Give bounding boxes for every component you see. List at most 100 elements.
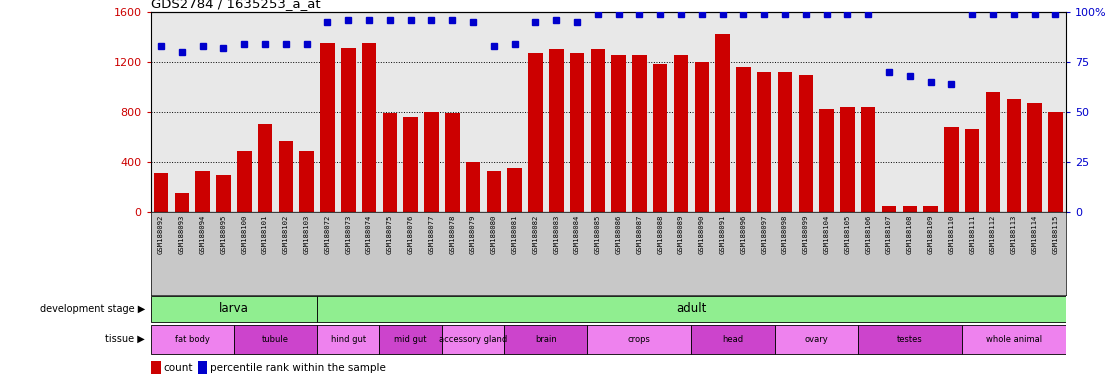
Bar <box>1048 112 1062 212</box>
Bar <box>320 43 335 212</box>
Text: GSM188072: GSM188072 <box>325 214 330 254</box>
Text: GSM188092: GSM188092 <box>158 214 164 254</box>
Text: GSM188087: GSM188087 <box>636 214 643 254</box>
Text: GSM188111: GSM188111 <box>969 214 975 254</box>
Bar <box>258 124 272 212</box>
Text: hind gut: hind gut <box>330 335 366 344</box>
Bar <box>504 324 587 354</box>
Bar <box>234 324 317 354</box>
Text: crops: crops <box>628 335 651 344</box>
Bar <box>317 324 379 354</box>
Text: GSM188115: GSM188115 <box>1052 214 1058 254</box>
Bar <box>445 113 460 212</box>
Text: larva: larva <box>219 303 249 315</box>
Bar <box>151 324 234 354</box>
Bar <box>299 151 314 212</box>
Text: tubule: tubule <box>262 335 289 344</box>
Text: GSM188089: GSM188089 <box>679 214 684 254</box>
Bar <box>528 53 542 212</box>
Bar <box>154 173 169 212</box>
Text: GSM188101: GSM188101 <box>262 214 268 254</box>
Text: GSM188074: GSM188074 <box>366 214 372 254</box>
Text: whole animal: whole animal <box>985 335 1042 344</box>
Bar <box>279 141 294 212</box>
Bar <box>317 296 1066 322</box>
Text: GSM188082: GSM188082 <box>532 214 538 254</box>
Bar <box>944 127 959 212</box>
Text: head: head <box>722 335 743 344</box>
Text: GSM188097: GSM188097 <box>761 214 767 254</box>
Bar <box>757 72 771 212</box>
Text: GSM188075: GSM188075 <box>387 214 393 254</box>
Text: ovary: ovary <box>805 335 828 344</box>
Bar <box>1007 99 1021 212</box>
Bar <box>694 61 709 212</box>
Text: GSM188078: GSM188078 <box>450 214 455 254</box>
Bar <box>383 113 397 212</box>
Text: GSM188104: GSM188104 <box>824 214 829 254</box>
Text: GSM188084: GSM188084 <box>574 214 580 254</box>
Text: mid gut: mid gut <box>394 335 427 344</box>
Text: GSM188095: GSM188095 <box>221 214 227 254</box>
Bar <box>840 107 855 212</box>
Text: tissue ▶: tissue ▶ <box>105 334 145 344</box>
Bar <box>985 92 1000 212</box>
Bar <box>151 296 317 322</box>
Text: GSM188112: GSM188112 <box>990 214 995 254</box>
Text: GSM188080: GSM188080 <box>491 214 497 254</box>
Bar <box>903 206 917 212</box>
Text: GSM188099: GSM188099 <box>802 214 809 254</box>
Text: accessory gland: accessory gland <box>439 335 507 344</box>
Bar <box>508 168 522 212</box>
Bar <box>923 206 937 212</box>
Text: GSM188085: GSM188085 <box>595 214 600 254</box>
Bar <box>778 72 792 212</box>
Text: GSM188110: GSM188110 <box>949 214 954 254</box>
Bar <box>379 324 442 354</box>
Bar <box>198 361 208 374</box>
Text: GSM188102: GSM188102 <box>282 214 289 254</box>
Bar <box>1028 103 1042 212</box>
Bar <box>860 107 875 212</box>
Bar <box>858 324 962 354</box>
Text: fat body: fat body <box>175 335 210 344</box>
Bar <box>152 361 161 374</box>
Text: GSM188109: GSM188109 <box>927 214 934 254</box>
Bar <box>217 175 231 212</box>
Bar <box>549 49 564 212</box>
Bar <box>653 64 667 212</box>
Text: GSM188091: GSM188091 <box>720 214 725 254</box>
Bar <box>362 43 376 212</box>
Bar <box>590 49 605 212</box>
Bar <box>965 129 980 212</box>
Bar <box>799 75 814 212</box>
Text: GSM188083: GSM188083 <box>554 214 559 254</box>
Text: GDS2784 / 1635253_a_at: GDS2784 / 1635253_a_at <box>151 0 320 10</box>
Text: count: count <box>164 362 193 373</box>
Text: brain: brain <box>535 335 557 344</box>
Text: GSM188081: GSM188081 <box>511 214 518 254</box>
Bar <box>487 170 501 212</box>
Bar <box>341 48 356 212</box>
Bar <box>692 324 775 354</box>
Bar <box>819 109 834 212</box>
Text: GSM188100: GSM188100 <box>241 214 248 254</box>
Bar <box>195 170 210 212</box>
Bar <box>882 206 896 212</box>
Text: GSM188090: GSM188090 <box>699 214 705 254</box>
Text: GSM188106: GSM188106 <box>865 214 872 254</box>
Bar <box>612 55 626 212</box>
Text: GSM188114: GSM188114 <box>1031 214 1038 254</box>
Text: GSM188077: GSM188077 <box>429 214 434 254</box>
Text: GSM188079: GSM188079 <box>470 214 477 254</box>
Text: development stage ▶: development stage ▶ <box>40 304 145 314</box>
Text: GSM188073: GSM188073 <box>345 214 352 254</box>
Bar <box>715 34 730 212</box>
Text: GSM188086: GSM188086 <box>616 214 622 254</box>
Text: GSM188098: GSM188098 <box>782 214 788 254</box>
Bar <box>674 55 689 212</box>
Bar <box>570 53 585 212</box>
Text: testes: testes <box>897 335 923 344</box>
Text: adult: adult <box>676 303 706 315</box>
Text: GSM188094: GSM188094 <box>200 214 205 254</box>
